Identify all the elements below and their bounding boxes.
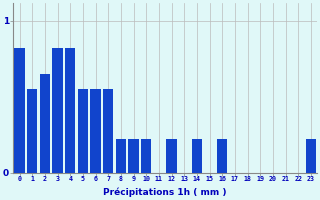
Bar <box>40 74 50 173</box>
Bar <box>166 139 177 173</box>
X-axis label: Précipitations 1h ( mm ): Précipitations 1h ( mm ) <box>103 188 227 197</box>
Bar <box>141 139 151 173</box>
Bar <box>192 139 202 173</box>
Bar <box>91 89 100 173</box>
Bar <box>14 48 25 173</box>
Bar <box>116 139 126 173</box>
Bar <box>65 48 75 173</box>
Bar <box>128 139 139 173</box>
Bar <box>78 89 88 173</box>
Bar <box>103 89 113 173</box>
Bar <box>306 139 316 173</box>
Bar <box>27 89 37 173</box>
Bar <box>217 139 227 173</box>
Bar <box>52 48 63 173</box>
